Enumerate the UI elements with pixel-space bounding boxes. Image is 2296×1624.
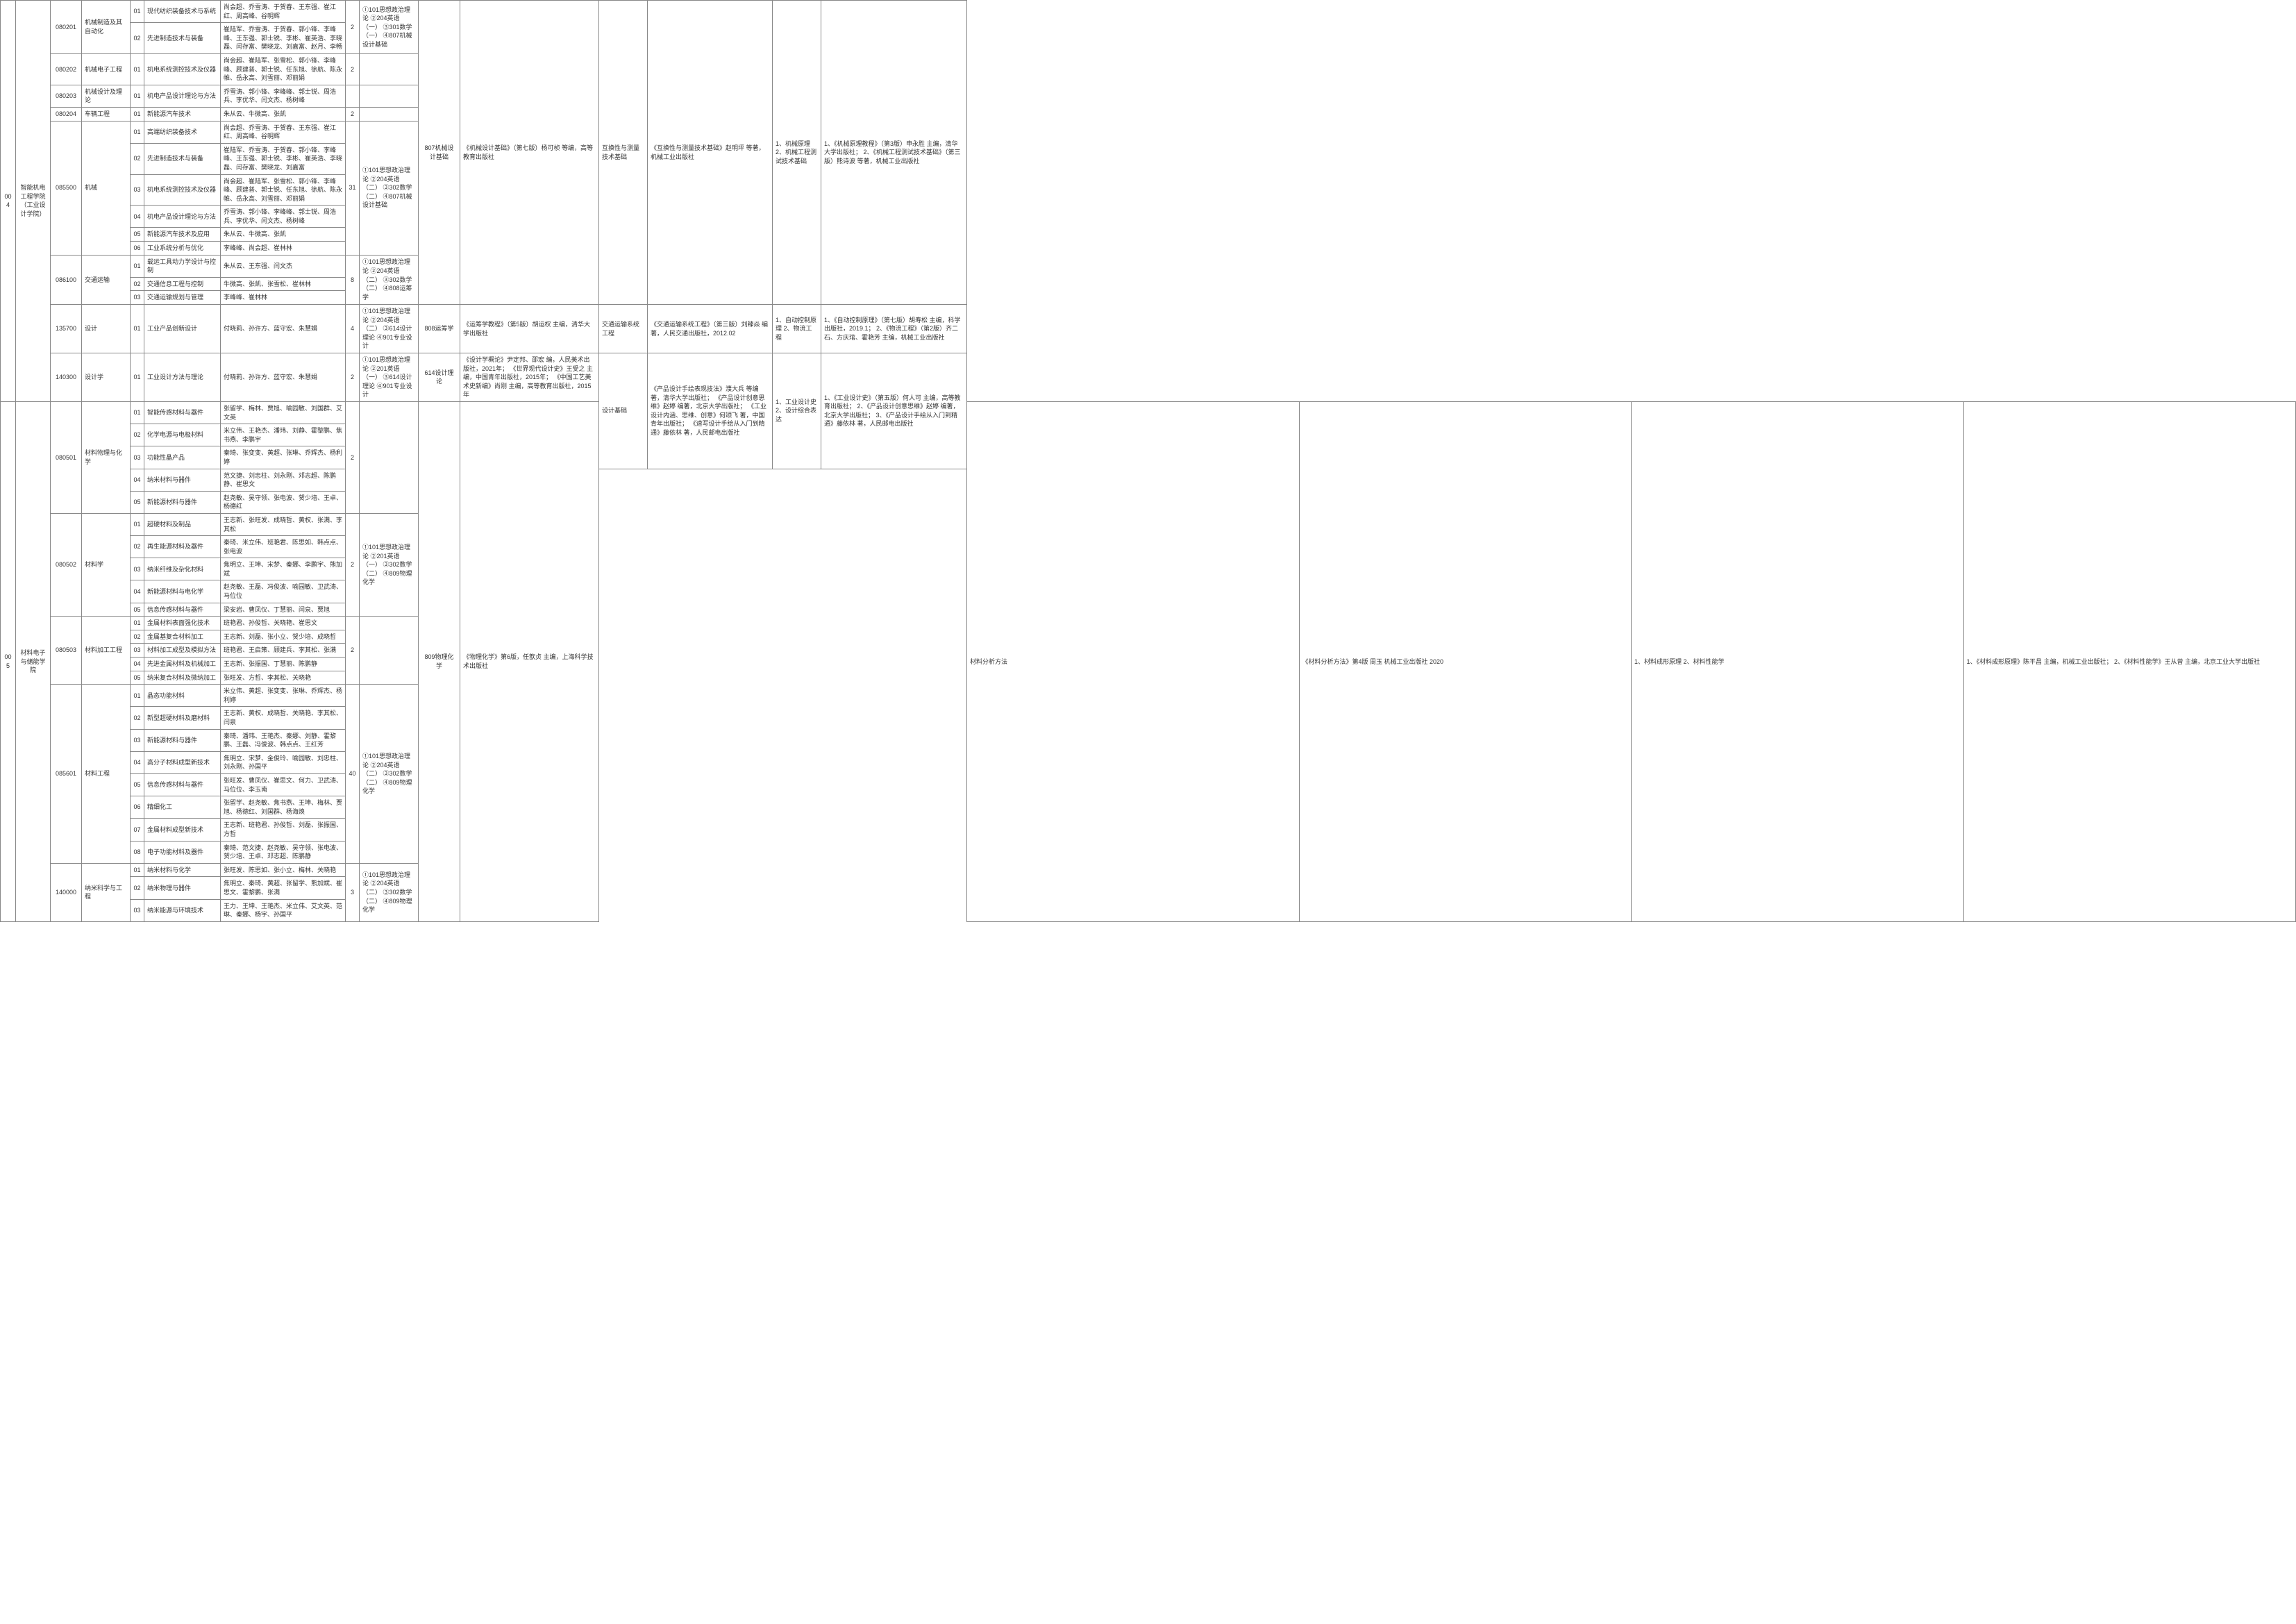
curriculum-table: 004智能机电工程学院（工业设计学院）080201机械制造及其自动化01现代纺织…: [0, 0, 2296, 922]
